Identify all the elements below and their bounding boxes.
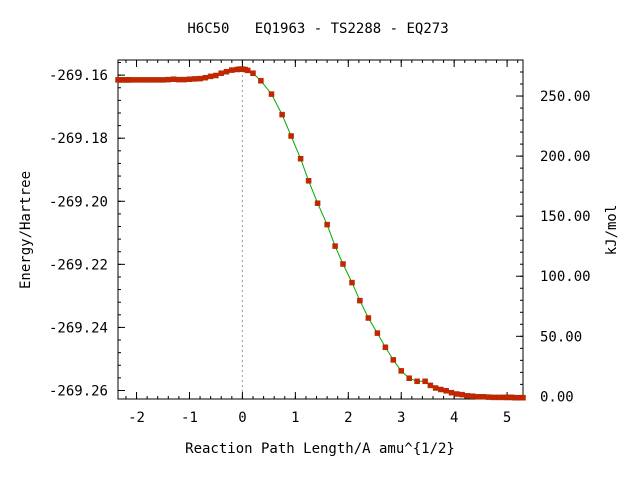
data-point xyxy=(464,393,471,399)
data-point xyxy=(398,368,404,374)
data-point xyxy=(250,70,256,76)
data-point xyxy=(197,75,203,82)
data-point xyxy=(305,178,312,184)
data-point xyxy=(438,386,444,393)
x-tick-label: 3 xyxy=(397,410,405,426)
x-axis-ticks: -2 -1 0 1 2 3 4 5 xyxy=(125,60,519,426)
data-point xyxy=(382,344,389,351)
data-point xyxy=(207,73,214,80)
data-point xyxy=(149,77,156,83)
x-tick-label: 1 xyxy=(291,410,299,426)
data-point xyxy=(213,72,219,79)
data-point xyxy=(357,297,363,304)
data-point xyxy=(139,77,145,83)
data-point xyxy=(223,68,230,75)
x-tick-label: -2 xyxy=(128,410,145,426)
x-tick-label: 2 xyxy=(344,410,352,426)
x-tick-label: -1 xyxy=(181,410,198,426)
data-point xyxy=(459,391,465,398)
data-point xyxy=(202,74,209,81)
data-point xyxy=(154,77,161,83)
y-tick-label: -269.22 xyxy=(49,257,108,273)
x-tick-label: 5 xyxy=(503,410,511,426)
y-tick-label: -269.20 xyxy=(49,194,108,210)
x-tick-label: 0 xyxy=(238,410,246,426)
data-point xyxy=(414,378,420,385)
data-point xyxy=(165,76,172,83)
data-point xyxy=(520,394,526,401)
data-point xyxy=(432,385,439,391)
data-point xyxy=(390,357,397,363)
data-point xyxy=(480,394,487,400)
data-point xyxy=(332,243,338,249)
data-point xyxy=(365,315,372,321)
data-point xyxy=(324,221,330,228)
data-point xyxy=(229,67,235,73)
y2-tick-label: 200.00 xyxy=(540,149,591,165)
data-point xyxy=(279,111,285,118)
y2-tick-label: 0.00 xyxy=(540,389,574,405)
data-point xyxy=(485,394,492,400)
y2-tick-label: 150.00 xyxy=(540,209,591,225)
data-point xyxy=(192,76,198,82)
data-point xyxy=(144,77,150,83)
data-point xyxy=(176,76,182,83)
data-point xyxy=(422,378,428,385)
data-point xyxy=(427,382,434,389)
data-point xyxy=(475,394,481,400)
y-tick-label: -269.24 xyxy=(49,320,108,336)
data-point xyxy=(496,394,502,401)
y-tick-label: -269.26 xyxy=(49,383,108,399)
data-point xyxy=(133,77,140,83)
y2-tick-label: 250.00 xyxy=(540,89,591,105)
data-point xyxy=(268,91,275,97)
data-point xyxy=(374,330,381,336)
data-point xyxy=(469,393,476,399)
data-point xyxy=(218,70,224,76)
x-axis-label: Reaction Path Length/A amu^{1/2} xyxy=(185,441,455,457)
y2-axis-label: kJ/mol xyxy=(604,205,620,256)
data-point xyxy=(340,261,346,267)
data-point xyxy=(181,76,187,83)
data-point xyxy=(448,389,455,396)
data-point xyxy=(288,133,294,139)
plot-frame xyxy=(117,59,524,400)
y-tick-label: -269.16 xyxy=(49,68,108,84)
data-point xyxy=(258,78,264,84)
data-point xyxy=(314,200,321,206)
data-point xyxy=(170,76,177,82)
data-point xyxy=(160,77,166,83)
y-axis-label: Energy/Hartree xyxy=(18,171,34,289)
data-point xyxy=(186,76,193,82)
y2-axis-ticks: 0.00 50.00 100.00 150.00 200.00 250.00 xyxy=(516,59,591,405)
data-point xyxy=(349,279,355,286)
series-line xyxy=(118,68,523,399)
y2-tick-label: 50.00 xyxy=(540,329,582,345)
chart-title: H6C50 EQ1963 - TS2288 - EQ273 xyxy=(187,21,448,37)
data-point xyxy=(244,67,251,74)
y2-tick-label: 100.00 xyxy=(540,269,591,285)
y-axis-ticks: -269.16 -269.18 -269.20 -269.22 -269.24 -269.… xyxy=(49,62,125,399)
data-point xyxy=(406,375,412,381)
data-point xyxy=(454,391,460,397)
series-group xyxy=(115,66,526,401)
data-point xyxy=(128,77,134,83)
data-point xyxy=(297,155,304,162)
y-tick-label: -269.18 xyxy=(49,131,108,147)
x-tick-label: 4 xyxy=(450,410,458,426)
data-point xyxy=(491,394,497,401)
data-point xyxy=(443,388,449,394)
